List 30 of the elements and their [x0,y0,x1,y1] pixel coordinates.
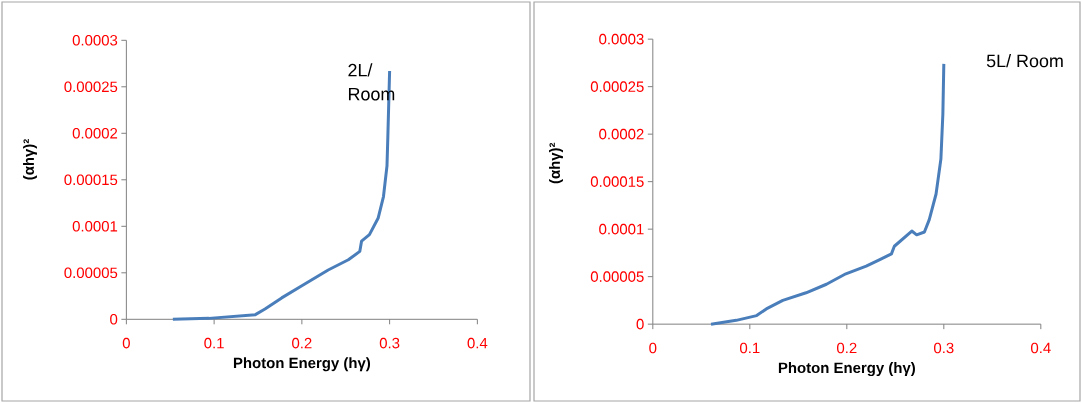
annotation: 5L/ Room [986,54,1063,68]
x-tick-label: 0.2 [837,342,857,354]
x-tick-label: 0.1 [740,342,760,354]
y-tick-label: 0 [110,314,118,325]
y-tick-label: 0.00025 [64,81,118,93]
x-tick-label: 0.1 [204,337,224,349]
x-tick-label: 0 [649,342,657,354]
y-tick-label: 0.0001 [72,221,118,232]
y-tick-label: 0.0003 [72,35,118,46]
y-tick-label: 0 [636,318,644,330]
x-tick-label: 0.2 [292,337,312,349]
y-tick-label: 0.00025 [590,81,644,92]
y-tick-label: 0.0003 [599,33,644,45]
y-tick-label: 0.00015 [590,176,644,187]
x-tick-label: 0.4 [1031,342,1051,354]
x-tick-label: 0.4 [467,337,488,349]
y-tick-label: 0.0001 [599,223,644,235]
x-tick-label: 0.3 [934,342,954,354]
x-axis-title: Photon Energy (hγ) [233,357,371,372]
x-axis-title: Photon Energy (hγ) [778,362,915,377]
y-tick-label: 0.00015 [64,174,118,186]
x-tick-label: 0.3 [379,337,400,349]
x-tick-label: 0 [122,337,130,349]
y-tick-label: 0.00005 [590,271,644,282]
y-axis-title: (αhγ)² [549,142,563,184]
y-tick-label: 0.0002 [72,128,118,139]
y-axis-title: (αhγ)² [23,139,37,180]
line-series [709,62,946,326]
y-tick-label: 0.0002 [599,128,644,140]
y-tick-label: 0.00005 [64,267,118,279]
